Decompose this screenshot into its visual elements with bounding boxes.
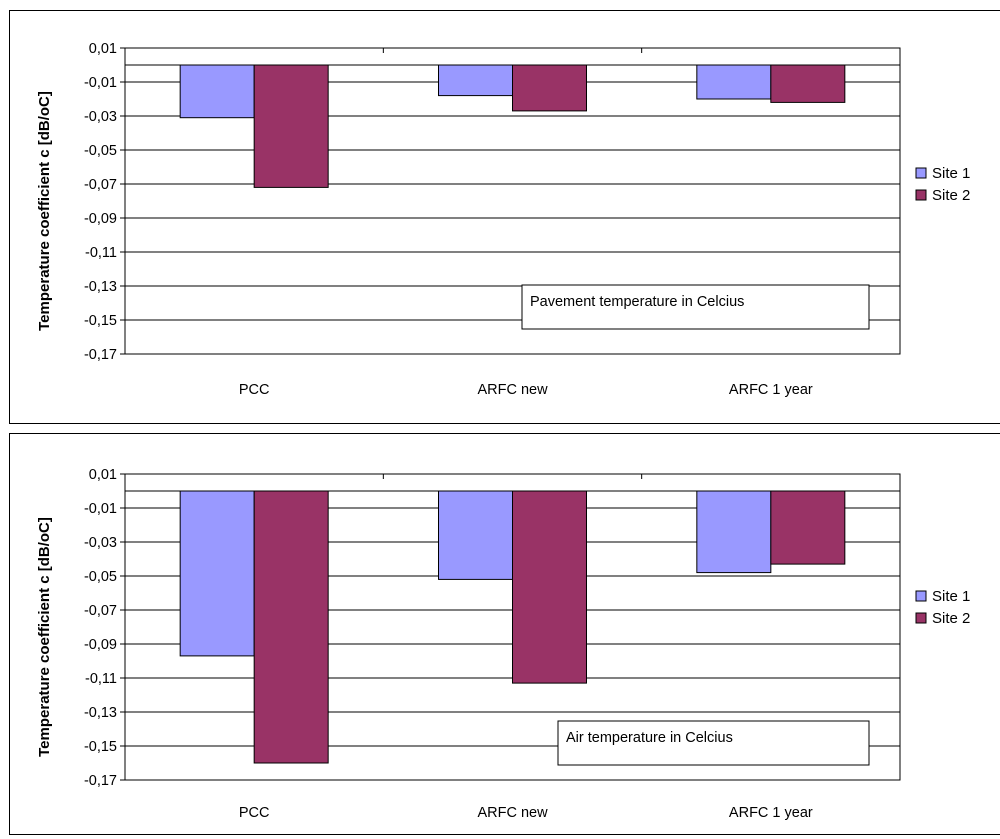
annotation-box: Air temperature in Celcius [557,720,870,766]
legend-swatch [915,189,927,201]
bottom-chart-panel: 0,01 -0,01 -0,03 -0,05 -0,07 -0,09 -0,11 -0,13 -… [9,433,1000,835]
bar-site-2-0 [253,64,329,188]
y-axis-label: Temperature coefficient c [dB/oC] [36,91,53,331]
plot-area: 0,01 -0,01 -0,03 -0,05 -0,07 -0,09 -0,11 -0,13 -… [84,41,901,398]
bar-site-1-1 [438,64,513,97]
x-tick-label: ARFC new [477,805,548,821]
bar-site-1-1 [438,490,513,580]
legend: Site 1 Site 2 [915,588,970,627]
y-tick-label: -0,01 [84,501,117,517]
y-tick-label: -0,05 [84,143,117,159]
plot-area: 0,01 -0,01 -0,03 -0,05 -0,07 -0,09 -0,11 -0,13 -… [84,467,901,821]
plot-border [124,473,901,781]
bar-site-1-0 [179,64,255,119]
y-tick-label: -0,03 [84,535,117,551]
annotation-text: Air temperature in Celcius [566,730,733,746]
y-tick-label: -0,15 [84,739,117,755]
bar-site-2-2 [770,64,846,103]
legend: Site 1 Site 2 [915,165,970,204]
bar-site-1-0 [179,490,255,657]
y-tick-label: -0,17 [84,773,117,789]
bar-site-2-0 [253,490,329,764]
y-tick-label: -0,11 [85,671,117,687]
plot-border [124,47,901,355]
bar-site-2-1 [512,490,587,684]
y-tick-label: 0,01 [89,41,117,57]
bar-site-2-1 [512,64,587,112]
x-tick-label: ARFC 1 year [729,382,813,398]
annotation-box: Pavement temperature in Celcius [521,284,870,330]
bar-site-1-2 [696,64,772,100]
legend-swatch [915,167,927,179]
bar-site-2-2 [770,490,846,565]
bar-site-1-2 [696,490,772,574]
legend-label: Site 1 [932,588,970,605]
y-tick-label: -0,13 [84,279,117,295]
y-tick-label: -0,07 [84,177,117,193]
y-tick-label: -0,11 [85,245,117,261]
x-tick-label: ARFC 1 year [729,805,813,821]
y-tick-label: -0,01 [84,75,117,91]
y-axis-label: Temperature coefficient c [dB/oC] [36,517,53,757]
legend-swatch [915,590,927,602]
legend-swatch [915,612,927,624]
top-chart-panel: 0,01 -0,01 -0,03 -0,05 -0,07 -0,09 -0,11 -0,13 -… [9,10,1000,424]
y-tick-label: -0,15 [84,313,117,329]
x-tick-label: ARFC new [477,382,548,398]
y-tick-label: -0,13 [84,705,117,721]
y-tick-label: -0,09 [84,637,117,653]
bottom-chart-svg: 0,01 -0,01 -0,03 -0,05 -0,07 -0,09 -0,11 -0,13 -… [36,467,970,821]
x-tick-label: PCC [239,382,270,398]
y-tick-label: -0,17 [84,347,117,363]
legend-label: Site 2 [932,187,970,204]
legend-label: Site 1 [932,165,970,182]
legend-label: Site 2 [932,610,970,627]
y-tick-label: -0,05 [84,569,117,585]
y-tick-label: -0,03 [84,109,117,125]
y-tick-label: -0,09 [84,211,117,227]
y-tick-label: 0,01 [89,467,117,483]
annotation-text: Pavement temperature in Celcius [530,294,744,310]
top-chart-svg: 0,01 -0,01 -0,03 -0,05 -0,07 -0,09 -0,11 -0,13 -… [36,41,970,398]
x-tick-label: PCC [239,805,270,821]
y-tick-label: -0,07 [84,603,117,619]
